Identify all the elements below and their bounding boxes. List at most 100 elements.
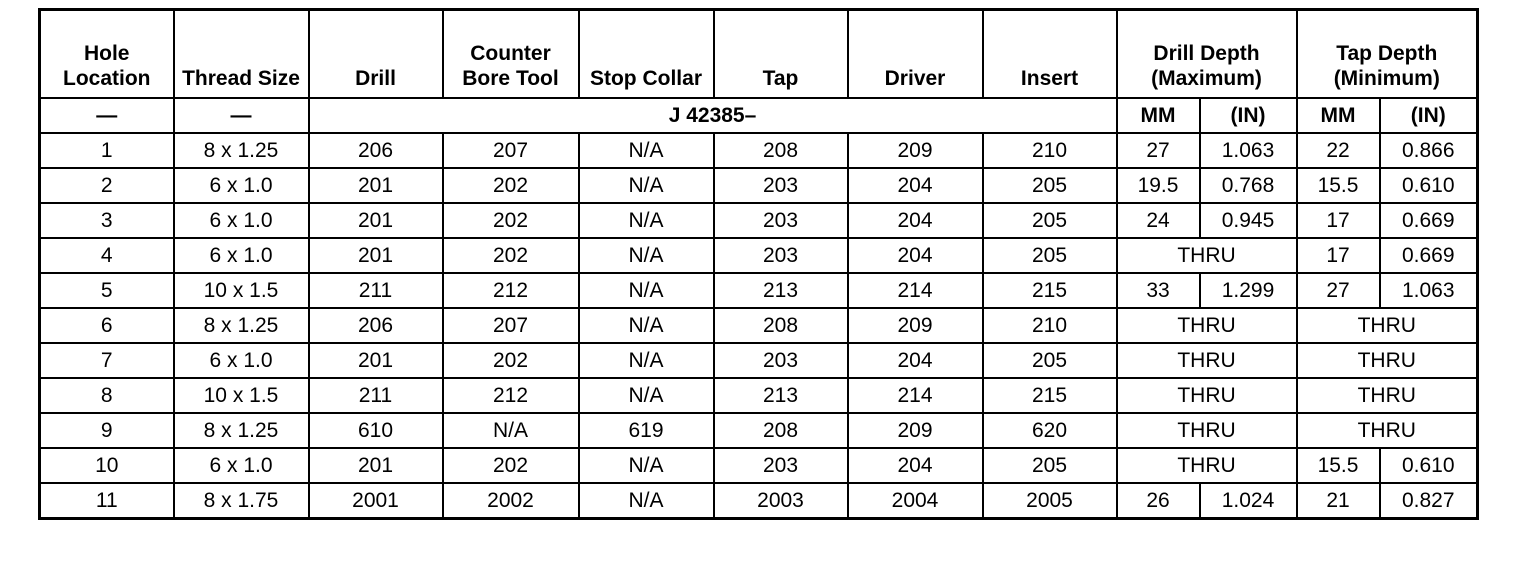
cell-tap-depth-mm: 15.5 <box>1295 167 1381 204</box>
cell-thread-size: 6 x 1.0 <box>172 342 310 379</box>
cell-drill: 2001 <box>307 482 444 520</box>
cell-drill: 201 <box>307 167 444 204</box>
cell-drill-depth-mm: 24 <box>1115 202 1201 239</box>
cell-tap: 203 <box>712 342 849 379</box>
cell-stop-collar: N/A <box>577 167 715 204</box>
cell-tap-depth: THRU <box>1295 342 1479 379</box>
cell-thread-size: 6 x 1.0 <box>172 237 310 274</box>
cell-drill-depth-mm: 27 <box>1115 132 1201 169</box>
cell-driver: 209 <box>846 132 984 169</box>
cell-driver: 204 <box>846 202 984 239</box>
cell-driver: 204 <box>846 447 984 484</box>
cell-tap: 203 <box>712 237 849 274</box>
cell-tap: 208 <box>712 307 849 344</box>
cell-drill: 201 <box>307 342 444 379</box>
cell-tap: 208 <box>712 412 849 449</box>
header-counter-bore-tool: Counter Bore Tool <box>441 8 580 99</box>
table-row: 11 8 x 1.75 2001 2002 N/A 2003 2004 2005 26 1.024… <box>38 482 1479 520</box>
cell-drill-depth-in: 1.024 <box>1198 482 1298 520</box>
cell-hole-location: 6 <box>38 307 175 344</box>
cell-drill-depth: THRU <box>1115 412 1298 449</box>
tool-table: Hole Location Thread Size Drill Counter … <box>38 8 1480 520</box>
cell-hole-location: 2 <box>38 167 175 204</box>
subheader-row: — — J 42385– MM (IN) MM (IN) <box>38 97 1479 134</box>
cell-drill: 211 <box>307 272 444 309</box>
cell-stop-collar: N/A <box>577 482 715 520</box>
header-drill: Drill <box>307 8 444 99</box>
cell-tap-depth-mm: 17 <box>1295 202 1381 239</box>
cell-counter-bore-tool: 212 <box>441 377 580 414</box>
cell-tap-depth: THRU <box>1295 377 1479 414</box>
cell-tap-depth-in: 0.866 <box>1378 132 1479 169</box>
cell-thread-size: 8 x 1.25 <box>172 132 310 169</box>
cell-counter-bore-tool: 202 <box>441 237 580 274</box>
cell-counter-bore-tool: 212 <box>441 272 580 309</box>
table-row: 5 10 x 1.5 211 212 N/A 213 214 215 33 1.299 27 1.06… <box>38 272 1479 309</box>
cell-tap-depth-in: 0.669 <box>1378 237 1479 274</box>
cell-tap-depth-mm: 21 <box>1295 482 1381 520</box>
cell-stop-collar: N/A <box>577 202 715 239</box>
cell-drill-depth: THRU <box>1115 307 1298 344</box>
cell-drill-depth: THRU <box>1115 377 1298 414</box>
cell-counter-bore-tool: N/A <box>441 412 580 449</box>
cell-drill-depth: THRU <box>1115 237 1298 274</box>
cell-tap-depth-in: 0.669 <box>1378 202 1479 239</box>
cell-counter-bore-tool: 2002 <box>441 482 580 520</box>
cell-drill: 206 <box>307 307 444 344</box>
cell-thread-size: 10 x 1.5 <box>172 272 310 309</box>
cell-drill-depth-mm: 19.5 <box>1115 167 1201 204</box>
cell-drill: 206 <box>307 132 444 169</box>
cell-thread-size: 6 x 1.0 <box>172 167 310 204</box>
cell-stop-collar: N/A <box>577 237 715 274</box>
cell-stop-collar: N/A <box>577 342 715 379</box>
unit-mm: MM <box>1115 97 1201 134</box>
cell-counter-bore-tool: 207 <box>441 132 580 169</box>
cell-tap-depth-in: 0.610 <box>1378 447 1479 484</box>
header-driver: Driver <box>846 8 984 99</box>
cell-insert: 205 <box>981 342 1118 379</box>
cell-drill: 201 <box>307 447 444 484</box>
subheader-hole: — <box>38 97 175 134</box>
cell-tap: 208 <box>712 132 849 169</box>
cell-stop-collar: 619 <box>577 412 715 449</box>
cell-drill: 201 <box>307 202 444 239</box>
cell-thread-size: 6 x 1.0 <box>172 447 310 484</box>
cell-drill-depth-in: 0.768 <box>1198 167 1298 204</box>
cell-hole-location: 5 <box>38 272 175 309</box>
cell-tap-depth-mm: 17 <box>1295 237 1381 274</box>
cell-counter-bore-tool: 207 <box>441 307 580 344</box>
cell-drill: 610 <box>307 412 444 449</box>
cell-tap-depth-mm: 27 <box>1295 272 1381 309</box>
cell-drill-depth-mm: 26 <box>1115 482 1201 520</box>
subheader-thread: — <box>172 97 310 134</box>
cell-thread-size: 10 x 1.5 <box>172 377 310 414</box>
cell-drill: 211 <box>307 377 444 414</box>
cell-insert: 210 <box>981 307 1118 344</box>
cell-tap-depth: THRU <box>1295 307 1479 344</box>
cell-hole-location: 8 <box>38 377 175 414</box>
cell-thread-size: 8 x 1.75 <box>172 482 310 520</box>
cell-stop-collar: N/A <box>577 377 715 414</box>
cell-counter-bore-tool: 202 <box>441 342 580 379</box>
cell-stop-collar: N/A <box>577 272 715 309</box>
cell-drill-depth: THRU <box>1115 447 1298 484</box>
cell-insert: 205 <box>981 167 1118 204</box>
cell-tap: 203 <box>712 202 849 239</box>
table-row: 10 6 x 1.0 201 202 N/A 203 204 205 THRU 15.5 0.610 <box>38 447 1479 484</box>
header-insert: Insert <box>981 8 1118 99</box>
cell-insert: 2005 <box>981 482 1118 520</box>
cell-hole-location: 7 <box>38 342 175 379</box>
cell-tap: 203 <box>712 447 849 484</box>
cell-thread-size: 8 x 1.25 <box>172 307 310 344</box>
unit-mm: MM <box>1295 97 1381 134</box>
cell-insert: 205 <box>981 447 1118 484</box>
header-drill-depth: Drill Depth (Maximum) <box>1115 8 1298 99</box>
cell-tap: 2003 <box>712 482 849 520</box>
tool-prefix: J 42385– <box>307 97 1118 134</box>
cell-tap: 213 <box>712 377 849 414</box>
cell-hole-location: 4 <box>38 237 175 274</box>
cell-driver: 209 <box>846 307 984 344</box>
